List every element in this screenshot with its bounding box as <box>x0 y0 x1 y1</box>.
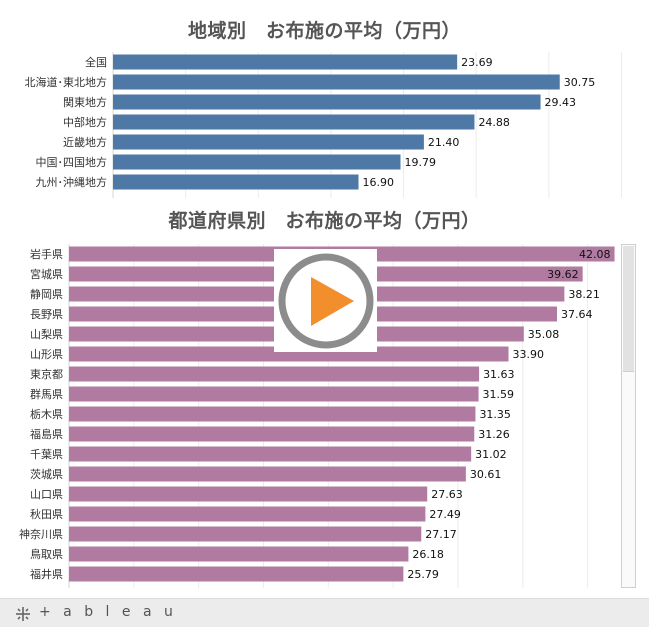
bar[interactable] <box>69 526 422 542</box>
value-label: 27.17 <box>425 528 457 541</box>
value-label: 21.40 <box>428 136 460 149</box>
bar[interactable] <box>69 546 409 562</box>
value-label: 38.21 <box>568 288 600 301</box>
value-label: 31.63 <box>483 368 514 381</box>
tableau-footer: + a b l e a u <box>0 598 649 627</box>
category-label: 中国･四国地方 <box>36 155 108 169</box>
value-label: 35.08 <box>528 328 560 341</box>
value-label: 31.26 <box>478 428 510 441</box>
category-label: 九州･沖縄地方 <box>36 175 108 189</box>
play-video-button[interactable] <box>274 249 377 352</box>
category-label: 神奈川県 <box>19 527 63 541</box>
bar[interactable] <box>69 406 476 422</box>
bar[interactable] <box>69 446 472 462</box>
value-label: 29.43 <box>545 96 577 109</box>
bar[interactable] <box>69 566 404 582</box>
play-icon <box>278 253 374 349</box>
category-label: 中部地方 <box>63 115 107 129</box>
category-label: 福島県 <box>30 427 63 441</box>
value-label: 23.69 <box>461 56 493 69</box>
value-label: 24.88 <box>478 116 510 129</box>
bar[interactable] <box>69 506 426 522</box>
bar[interactable] <box>69 346 509 362</box>
value-label: 25.79 <box>407 568 439 581</box>
category-label: 宮城県 <box>30 267 63 281</box>
bar[interactable] <box>69 466 466 482</box>
category-label: 栃木県 <box>30 407 63 421</box>
value-label: 30.61 <box>470 468 502 481</box>
category-label: 長野県 <box>30 308 63 321</box>
bar[interactable] <box>113 134 424 150</box>
value-label: 16.90 <box>363 176 395 189</box>
category-label: 関東地方 <box>63 95 107 109</box>
value-label: 19.79 <box>405 156 437 169</box>
value-label: 42.08 <box>579 248 611 261</box>
category-label: 福井県 <box>30 567 63 581</box>
category-label: 北海道･東北地方 <box>25 75 108 89</box>
category-label: 全国 <box>85 55 107 69</box>
bar[interactable] <box>113 94 541 110</box>
category-label: 秋田県 <box>30 507 63 521</box>
category-label: 山口県 <box>30 488 63 501</box>
bar[interactable] <box>113 174 359 190</box>
category-label: 静岡県 <box>30 287 63 301</box>
category-label: 群馬県 <box>30 387 63 401</box>
category-label: 東京都 <box>30 367 63 381</box>
value-label: 37.64 <box>561 308 593 321</box>
tableau-brand[interactable]: + a b l e a u <box>39 604 177 620</box>
value-label: 39.62 <box>547 268 579 281</box>
bar[interactable] <box>113 54 458 70</box>
bar[interactable] <box>69 386 479 402</box>
bar[interactable] <box>113 74 560 90</box>
bar[interactable] <box>113 114 475 130</box>
category-label: 千葉県 <box>30 447 63 461</box>
region-chart-title: 地域別 お布施の平均（万円） <box>187 20 461 42</box>
prefecture-bar-chart: 岩手県 42.08 宮城県 39.62 静岡県 38.21 長野県 37.64 山梨県 35.08… <box>19 244 615 588</box>
value-label: 27.63 <box>431 488 463 501</box>
bar[interactable] <box>113 154 401 170</box>
tableau-logo-icon <box>16 607 30 621</box>
value-label: 31.02 <box>475 448 507 461</box>
value-label: 26.18 <box>412 548 444 561</box>
category-label: 山梨県 <box>30 327 63 341</box>
value-label: 31.35 <box>479 408 511 421</box>
value-label: 27.49 <box>429 508 461 521</box>
region-bar-chart: 全国 23.69 北海道･東北地方 30.75 関東地方 29.43 中部地方 24.88 近畿… <box>25 52 622 198</box>
category-label: 茨城県 <box>30 467 63 481</box>
category-label: 岩手県 <box>30 247 63 261</box>
bar[interactable] <box>69 366 480 382</box>
value-label: 33.90 <box>513 348 545 361</box>
value-label: 31.59 <box>483 388 515 401</box>
category-label: 近畿地方 <box>63 135 107 149</box>
prefecture-chart-title: 都道府県別 お布施の平均（万円） <box>168 210 481 232</box>
scrollbar-thumb[interactable] <box>623 246 634 372</box>
category-label: 山形県 <box>30 348 63 361</box>
bar[interactable] <box>69 486 428 502</box>
value-label: 30.75 <box>564 76 596 89</box>
category-label: 鳥取県 <box>30 547 63 561</box>
bar[interactable] <box>69 426 475 442</box>
vertical-scrollbar[interactable] <box>621 244 636 588</box>
